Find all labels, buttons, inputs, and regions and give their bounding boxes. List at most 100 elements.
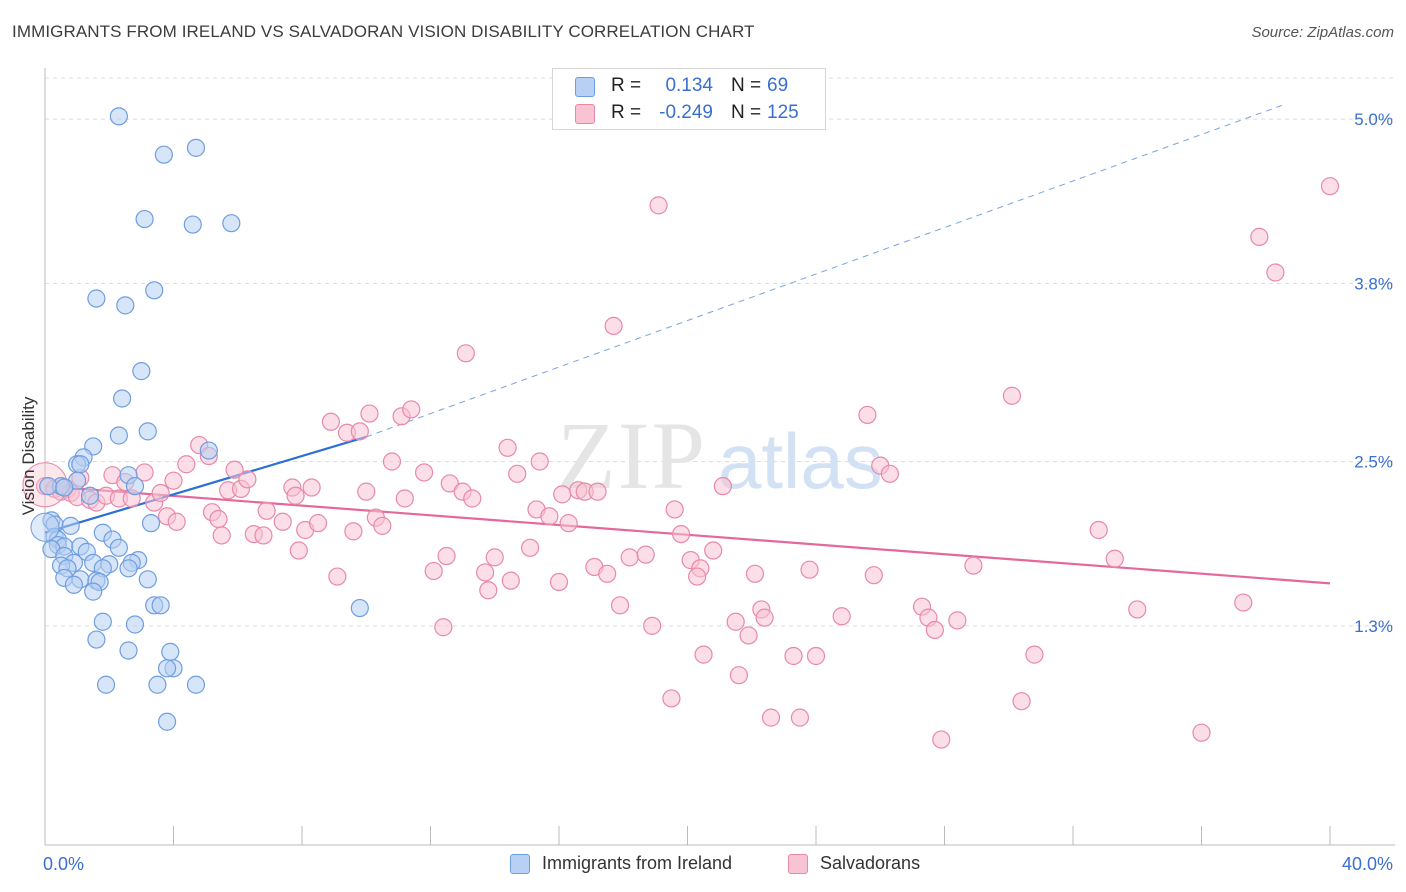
ireland-point [183, 215, 202, 234]
x-tick-label: 0.0% [43, 854, 84, 874]
salvadorans-point [784, 646, 803, 666]
ireland-point [161, 642, 180, 661]
ireland-point [64, 575, 84, 594]
salvadorans-point [553, 485, 572, 504]
ireland-point [109, 538, 128, 557]
salvadorans-point [671, 524, 691, 544]
ireland-point [116, 296, 135, 315]
salvadorans-point [289, 541, 308, 560]
salvadorans-point [694, 645, 713, 664]
salvadorans-point [800, 560, 819, 579]
n-value: 69 [767, 75, 789, 96]
ireland-point [109, 426, 128, 445]
y-axis-label: Vision Disability [19, 396, 38, 515]
tick-labels: 1.3% 2.5% 3.8% 5.0% 0.0% 40.0% [43, 110, 1393, 874]
salvadorans-point [790, 708, 810, 727]
ireland-point [112, 389, 132, 408]
ireland-point [109, 107, 128, 126]
y-tick-label: 5.0% [1354, 110, 1393, 129]
salvadorans-point [530, 452, 549, 471]
salvadorans-point [713, 477, 732, 496]
y-tick-label: 1.3% [1354, 617, 1393, 636]
salvadorans-point [1320, 177, 1340, 196]
salvadorans-point [1089, 520, 1108, 540]
source-credit: Source: ZipAtlas.com [1251, 24, 1394, 41]
salvadorans-point [286, 486, 305, 505]
salvadorans-point [476, 563, 495, 582]
ireland-point [55, 478, 74, 497]
salvadorans-point [479, 581, 498, 600]
legend-row-salvadorans: R = -0.249 N = 125 [553, 101, 825, 127]
salvadorans-point [328, 567, 347, 586]
salvadorans-point [858, 405, 877, 425]
ireland-point [80, 486, 100, 505]
watermark-atlas: atlas [718, 417, 883, 505]
salvadorans-point [308, 514, 328, 533]
salvadorans-point [456, 344, 475, 363]
ireland-swatch [575, 77, 595, 97]
salvadorans-point [925, 620, 944, 640]
legend-label: Immigrants from Ireland [542, 853, 733, 873]
salvadorans-point [344, 522, 363, 541]
salvadorans-point [463, 489, 482, 508]
ireland-point [145, 281, 164, 300]
salvadorans-point [1025, 645, 1044, 664]
salvadorans-point [257, 501, 276, 520]
ireland-point [125, 615, 145, 634]
r-label: R = [611, 75, 642, 96]
ireland-swatch [510, 854, 530, 874]
salvadorans-point [321, 412, 341, 431]
ireland-point [138, 570, 157, 589]
salvadorans-point [254, 526, 273, 545]
salvadorans-point [424, 561, 443, 581]
ireland-point [157, 712, 177, 731]
salvadorans-point [164, 471, 183, 490]
ireland-point [132, 362, 151, 381]
salvadorans-point [498, 438, 517, 457]
x-tick-label: 40.0% [1342, 854, 1393, 874]
salvadorans-point [739, 626, 758, 645]
salvadorans-point [402, 400, 421, 419]
ireland-point [71, 455, 90, 474]
ireland-point [93, 612, 112, 631]
grid-lines [45, 77, 1395, 627]
legend-row-ireland: R = 0.134 N = 69 [553, 74, 825, 100]
salvadorans-point [588, 482, 607, 501]
salvadorans-point [726, 612, 745, 631]
r-label: R = [611, 102, 642, 123]
ireland-point [154, 145, 173, 164]
salvadorans-point [932, 730, 951, 749]
ireland-point [157, 659, 177, 678]
salvadorans-point [610, 596, 630, 615]
ireland-point [61, 516, 80, 535]
salvadorans-point [761, 708, 781, 727]
salvadorans-point [806, 646, 826, 666]
ireland-point [39, 477, 58, 496]
ireland-point [119, 641, 138, 660]
ireland-point [199, 441, 218, 460]
axes [44, 68, 1395, 846]
salvadorans-point [373, 516, 392, 535]
salvadorans-point [434, 618, 453, 637]
ireland-point [96, 675, 116, 694]
y-tick-label: 3.8% [1354, 274, 1393, 293]
salvadorans-swatch [575, 104, 595, 124]
n-label: N = [731, 75, 762, 96]
ireland-trend-extension [366, 104, 1282, 438]
salvadorans-point [1105, 549, 1124, 568]
ireland-point [87, 630, 106, 649]
ireland-point [186, 675, 206, 694]
salvadorans-point [151, 483, 170, 503]
salvadorans-point [440, 474, 459, 493]
salvadorans-point [549, 572, 569, 592]
salvadorans-point [273, 512, 292, 531]
salvadorans-point [225, 460, 244, 479]
salvadorans-point [880, 464, 899, 483]
salvadorans-point [598, 564, 617, 583]
salvadorans-point [948, 611, 967, 630]
salvadorans-point [620, 548, 639, 567]
salvadorans-point [1250, 227, 1269, 246]
ireland-point [87, 289, 106, 308]
ireland-cluster [30, 512, 60, 542]
salvadorans-point [360, 404, 379, 423]
